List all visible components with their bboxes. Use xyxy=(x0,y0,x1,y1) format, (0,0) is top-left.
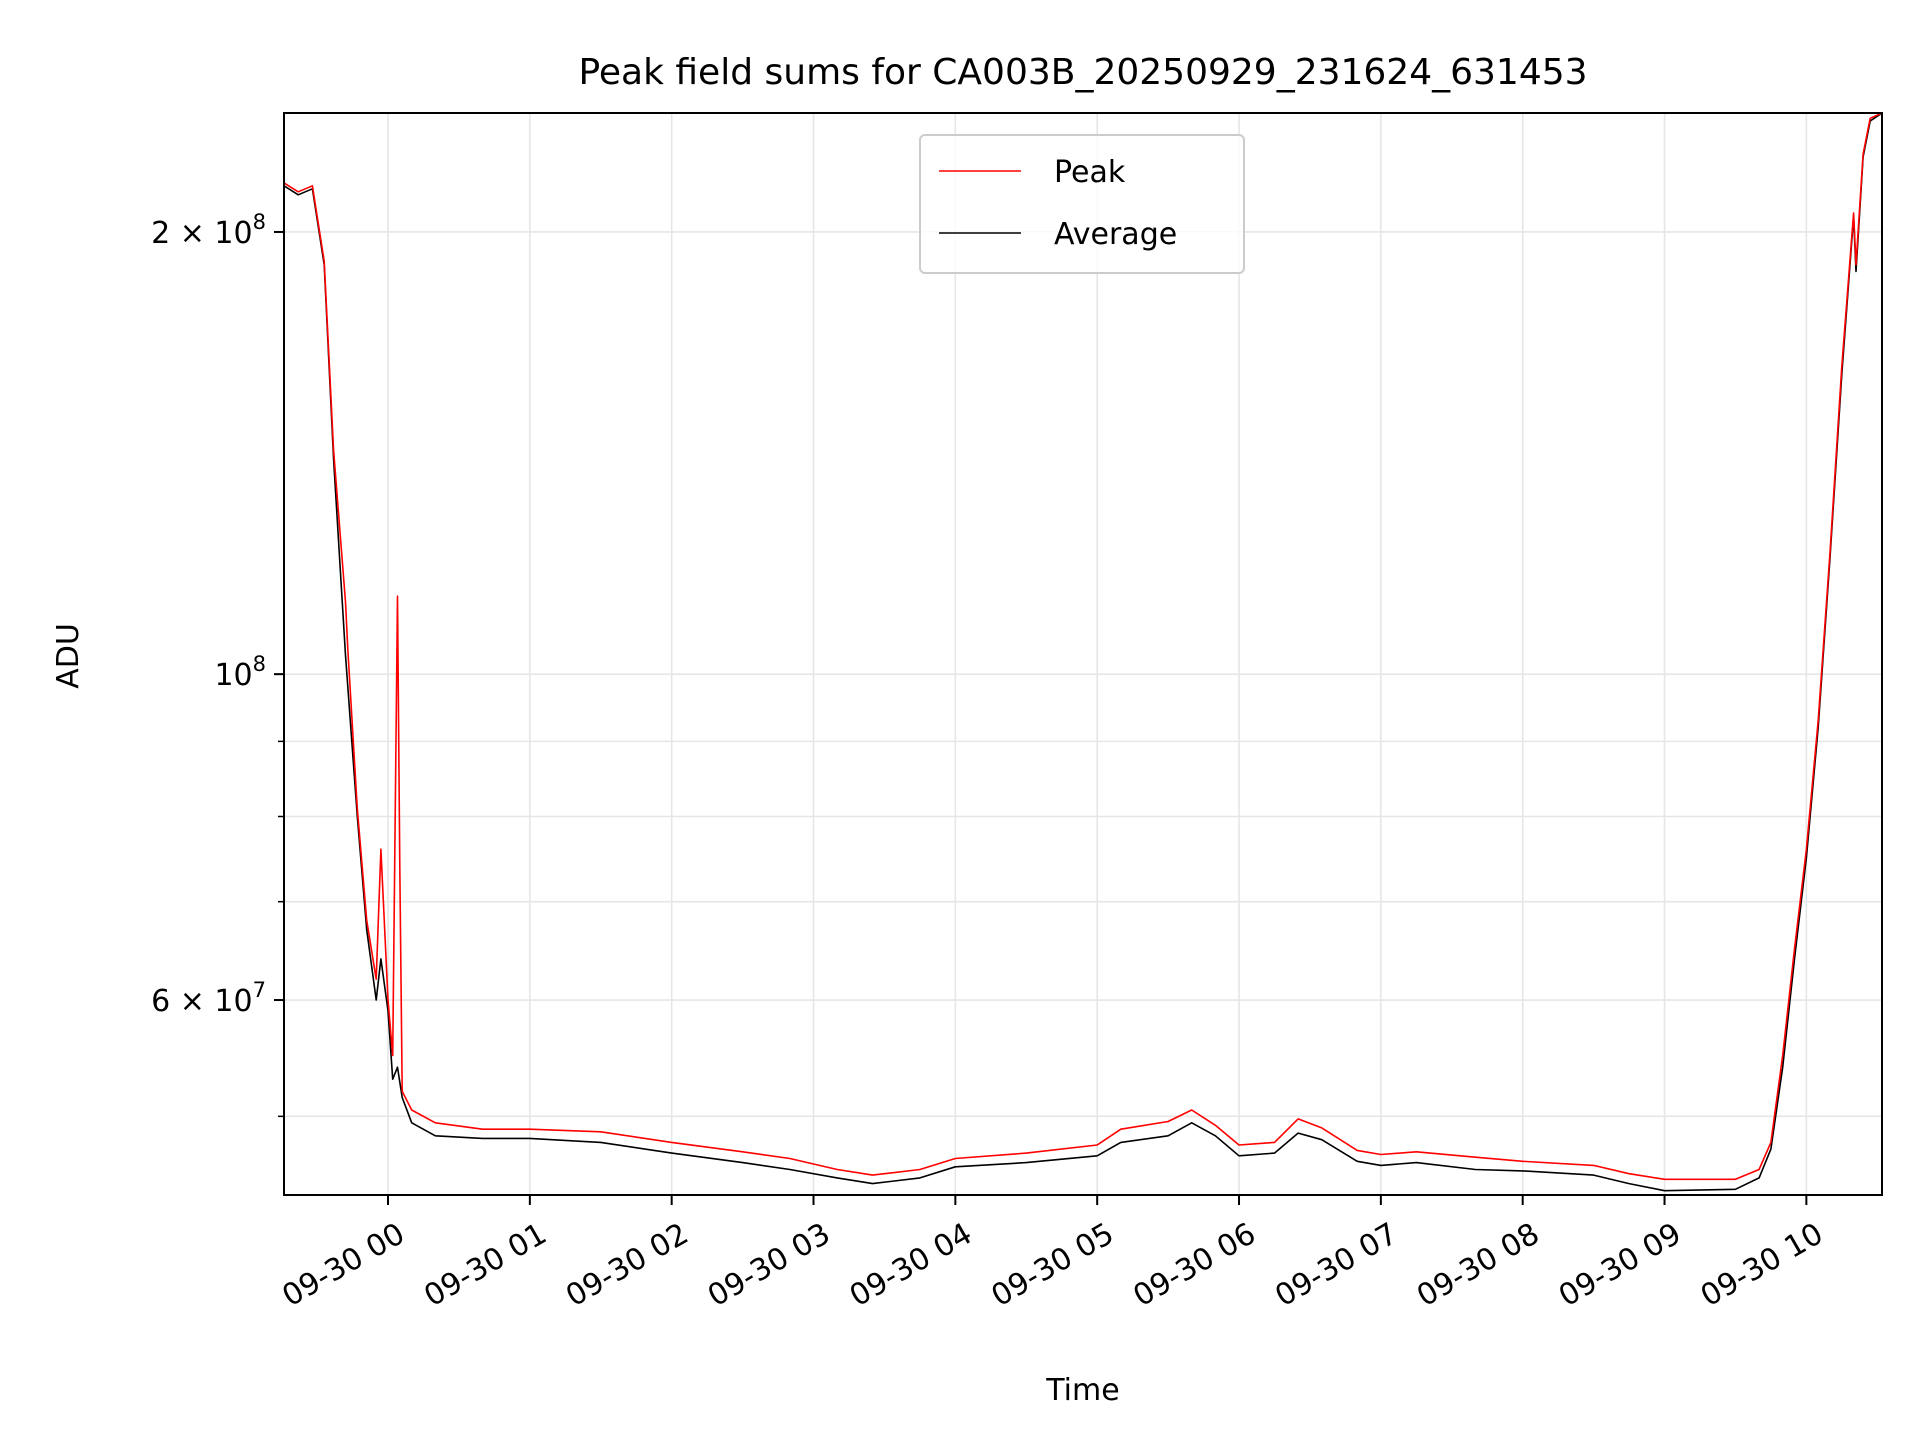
legend-peak-label: Peak xyxy=(1054,155,1126,190)
series-line-peak xyxy=(284,113,1882,1181)
y-tick-label: 6 × 107 xyxy=(151,978,266,1019)
legend: Peak Average xyxy=(919,134,1245,274)
legend-average-label: Average xyxy=(1054,217,1177,252)
y-tick-label: 2 × 108 xyxy=(151,210,266,251)
legend-box xyxy=(919,134,1245,274)
chart-title: Peak field sums for CA003B_20250929_2316… xyxy=(578,52,1587,93)
grid xyxy=(284,113,1882,1195)
series-line-average xyxy=(284,113,1882,1192)
y-axis: 6 × 107 108 2 × 108 xyxy=(151,210,284,1118)
x-axis-label: Time xyxy=(1045,1373,1119,1408)
series-lines xyxy=(284,113,1882,1192)
plot-frame xyxy=(283,112,1883,1196)
y-tick-label: 108 xyxy=(214,652,266,693)
y-axis-label: ADU xyxy=(51,623,86,689)
